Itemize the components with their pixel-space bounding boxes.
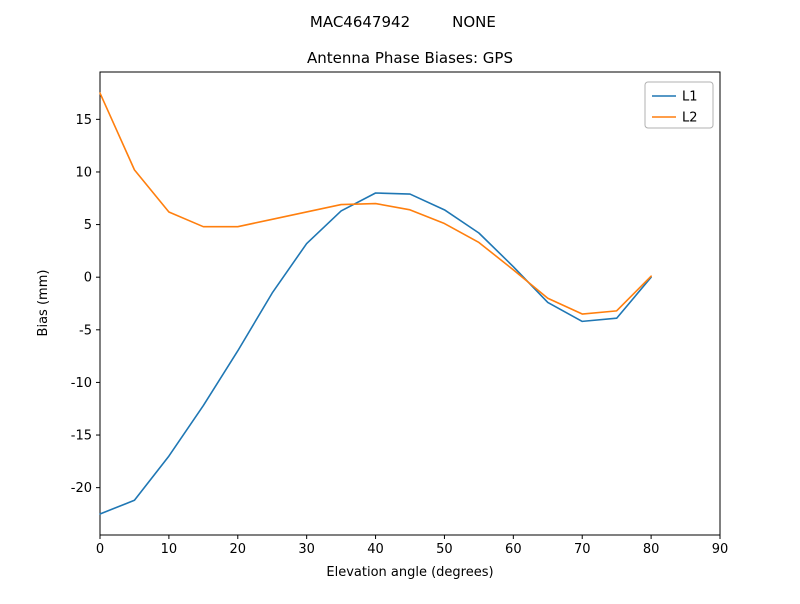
y-tick-label: -5	[79, 323, 92, 338]
y-tick-label: 15	[75, 113, 92, 128]
x-tick-label: 0	[96, 542, 104, 557]
x-tick-label: 20	[230, 542, 247, 557]
x-axis-label: Elevation angle (degrees)	[326, 565, 493, 580]
axes-title: Antenna Phase Biases: GPS	[307, 49, 513, 67]
legend-label-l2: L2	[682, 111, 698, 126]
series-line-l2	[99, 92, 652, 315]
figure-suptitle-station: MAC4647942	[310, 13, 410, 31]
x-tick-label: 90	[712, 542, 729, 557]
y-tick-label: 5	[84, 218, 92, 233]
x-tick-label: 70	[574, 542, 591, 557]
x-tick-label: 40	[367, 542, 384, 557]
y-axis-label: Bias (mm)	[36, 270, 51, 337]
x-tick-label: 30	[298, 542, 315, 557]
y-tick-label: 0	[84, 271, 92, 286]
y-tick-label: 10	[75, 165, 92, 180]
series-line-l1	[99, 192, 652, 515]
x-tick-label: 50	[436, 542, 453, 557]
figure-suptitle-mode: NONE	[452, 13, 496, 31]
legend-label-l1: L1	[682, 90, 698, 105]
y-tick-label: -10	[71, 376, 92, 391]
x-tick-label: 60	[505, 542, 522, 557]
x-tick-label: 80	[643, 542, 660, 557]
y-tick-label: -15	[71, 429, 92, 444]
plot-frame	[99, 71, 721, 536]
plot-area: 0 10 20 30 40 50 60 70 80 90 -20 -15 -10 -5 0 5 10 15 L1 L2	[71, 71, 729, 557]
y-tick-label: -20	[71, 481, 92, 496]
x-tick-label: 10	[161, 542, 178, 557]
legend-box	[644, 81, 714, 129]
